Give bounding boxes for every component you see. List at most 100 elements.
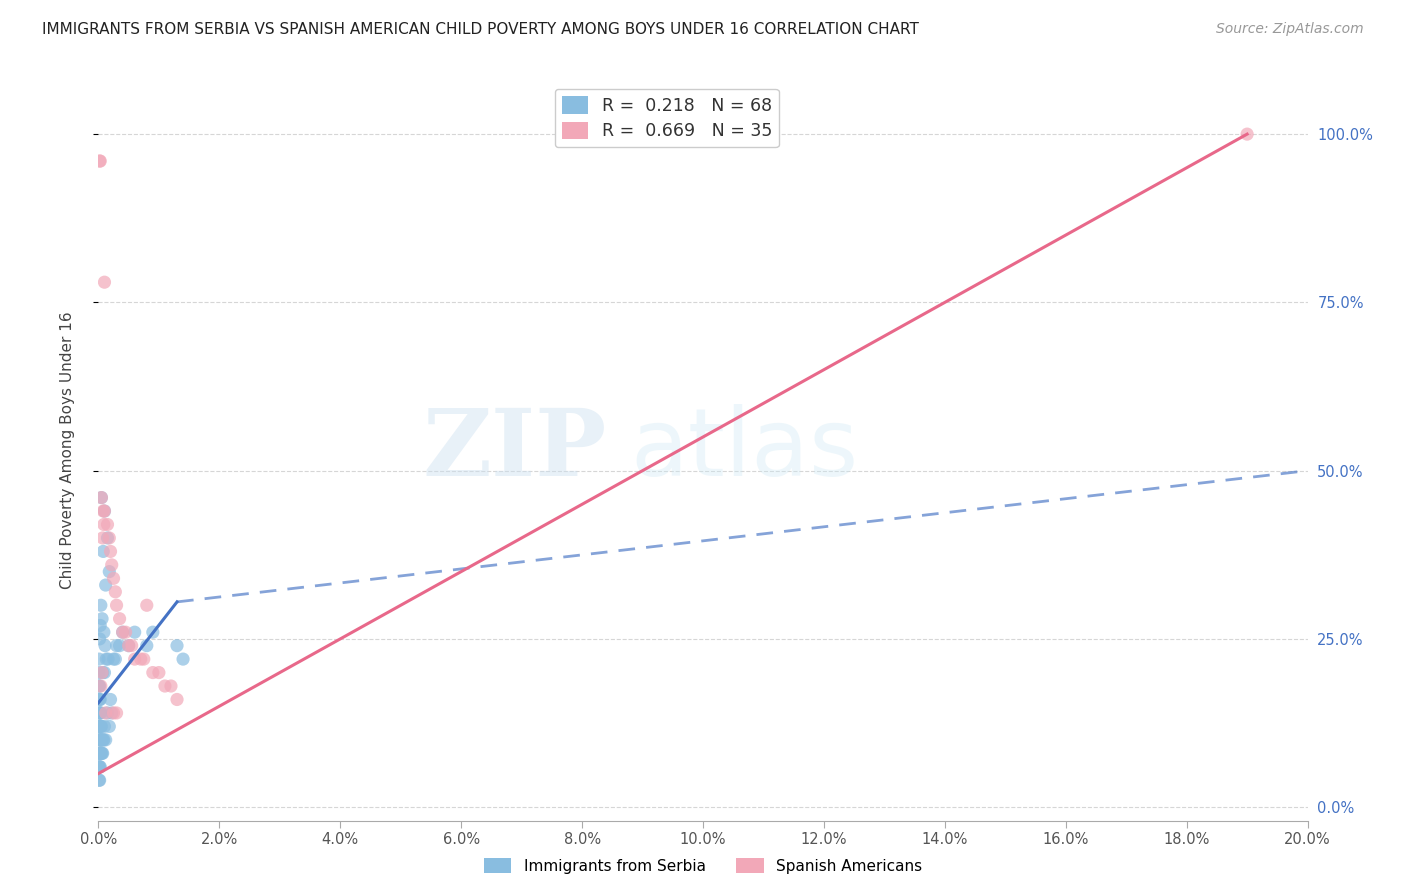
- Point: [105, 599, 128, 613]
- Point: [93, 504, 115, 518]
- Point: [100, 692, 122, 706]
- Point: [87, 665, 110, 680]
- Point: [93, 625, 115, 640]
- Point: [89, 706, 111, 720]
- Point: [90, 491, 112, 505]
- Point: [87, 760, 110, 774]
- Point: [89, 719, 111, 733]
- Point: [93, 665, 115, 680]
- Point: [166, 639, 188, 653]
- Point: [93, 275, 115, 289]
- Point: [105, 639, 128, 653]
- Point: [1236, 127, 1258, 141]
- Point: [90, 719, 112, 733]
- Point: [87, 747, 110, 761]
- Point: [160, 679, 183, 693]
- Point: [90, 491, 112, 505]
- Point: [90, 599, 112, 613]
- Text: ZIP: ZIP: [422, 406, 606, 495]
- Point: [89, 692, 111, 706]
- Point: [103, 571, 125, 585]
- Point: [124, 652, 146, 666]
- Y-axis label: Child Poverty Among Boys Under 16: Child Poverty Among Boys Under 16: [60, 311, 75, 590]
- Point: [93, 504, 115, 518]
- Point: [94, 732, 117, 747]
- Point: [166, 692, 188, 706]
- Point: [114, 625, 136, 640]
- Point: [89, 154, 111, 169]
- Legend: R =  0.218   N = 68, R =  0.669   N = 35: R = 0.218 N = 68, R = 0.669 N = 35: [554, 89, 779, 147]
- Text: IMMIGRANTS FROM SERBIA VS SPANISH AMERICAN CHILD POVERTY AMONG BOYS UNDER 16 COR: IMMIGRANTS FROM SERBIA VS SPANISH AMERIC…: [42, 22, 920, 37]
- Point: [89, 706, 111, 720]
- Point: [91, 531, 114, 545]
- Point: [89, 760, 111, 774]
- Text: atlas: atlas: [630, 404, 859, 497]
- Point: [96, 652, 118, 666]
- Point: [90, 732, 112, 747]
- Point: [97, 652, 120, 666]
- Point: [105, 706, 128, 720]
- Point: [90, 679, 112, 693]
- Point: [91, 612, 114, 626]
- Point: [91, 732, 114, 747]
- Point: [89, 719, 111, 733]
- Point: [104, 584, 127, 599]
- Point: [87, 732, 110, 747]
- Point: [89, 618, 111, 632]
- Point: [90, 747, 112, 761]
- Point: [89, 773, 111, 788]
- Point: [98, 565, 121, 579]
- Point: [100, 706, 122, 720]
- Point: [135, 639, 157, 653]
- Point: [89, 747, 111, 761]
- Point: [172, 652, 194, 666]
- Point: [90, 706, 112, 720]
- Point: [90, 732, 112, 747]
- Point: [90, 719, 112, 733]
- Point: [108, 612, 131, 626]
- Legend: Immigrants from Serbia, Spanish Americans: Immigrants from Serbia, Spanish American…: [478, 852, 928, 880]
- Point: [153, 679, 176, 693]
- Point: [135, 599, 157, 613]
- Point: [142, 625, 165, 640]
- Point: [96, 706, 118, 720]
- Point: [87, 719, 110, 733]
- Point: [87, 706, 110, 720]
- Point: [93, 719, 115, 733]
- Point: [100, 544, 122, 558]
- Point: [91, 665, 114, 680]
- Point: [89, 679, 111, 693]
- Point: [91, 544, 114, 558]
- Point: [91, 665, 114, 680]
- Point: [96, 517, 118, 532]
- Point: [93, 517, 115, 532]
- Point: [90, 747, 112, 761]
- Point: [103, 652, 125, 666]
- Point: [89, 692, 111, 706]
- Point: [87, 692, 110, 706]
- Point: [100, 558, 122, 572]
- Point: [87, 652, 110, 666]
- Point: [91, 747, 114, 761]
- Point: [91, 504, 114, 518]
- Point: [124, 625, 146, 640]
- Point: [118, 639, 141, 653]
- Point: [91, 732, 114, 747]
- Point: [96, 531, 118, 545]
- Point: [89, 154, 111, 169]
- Point: [87, 773, 110, 788]
- Point: [87, 679, 110, 693]
- Point: [142, 665, 165, 680]
- Point: [89, 747, 111, 761]
- Point: [129, 652, 152, 666]
- Point: [108, 639, 131, 653]
- Text: Source: ZipAtlas.com: Source: ZipAtlas.com: [1216, 22, 1364, 37]
- Point: [89, 732, 111, 747]
- Point: [94, 706, 117, 720]
- Point: [91, 747, 114, 761]
- Point: [111, 625, 134, 640]
- Point: [118, 639, 141, 653]
- Point: [111, 625, 134, 640]
- Point: [104, 652, 127, 666]
- Point: [89, 760, 111, 774]
